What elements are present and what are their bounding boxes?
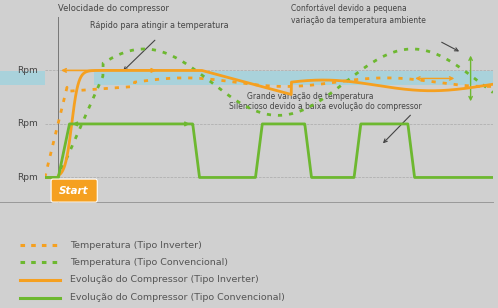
Text: Temperatura (Tipo Inverter): Temperatura (Tipo Inverter) [70,241,202,250]
Text: Rápido para atingir a temperatura: Rápido para atingir a temperatura [90,21,228,30]
FancyBboxPatch shape [51,179,97,202]
Text: Confortável devido a pequena
variação da temperatura ambiente: Confortável devido a pequena variação da… [291,4,426,25]
Text: Temperatura (Tipo Convencional): Temperatura (Tipo Convencional) [70,258,228,267]
Text: Rpm: Rpm [17,66,38,75]
Text: Rpm: Rpm [17,173,38,182]
Bar [94,71,493,85]
Text: Grande variação de temperatura: Grande variação de temperatura [247,91,373,101]
Text: Silencioso devido a baixa evolução do compressor: Silencioso devido a baixa evolução do co… [229,102,421,111]
Text: Start: Start [59,186,89,196]
Text: Velocidade do compressor: Velocidade do compressor [58,4,169,13]
Text: Evolução do Compressor (Tipo Convencional): Evolução do Compressor (Tipo Convenciona… [70,293,284,302]
Text: Rpm: Rpm [17,120,38,128]
Text: Evolução do Compressor (Tipo Inverter): Evolução do Compressor (Tipo Inverter) [70,275,258,284]
Bar [0,71,45,85]
